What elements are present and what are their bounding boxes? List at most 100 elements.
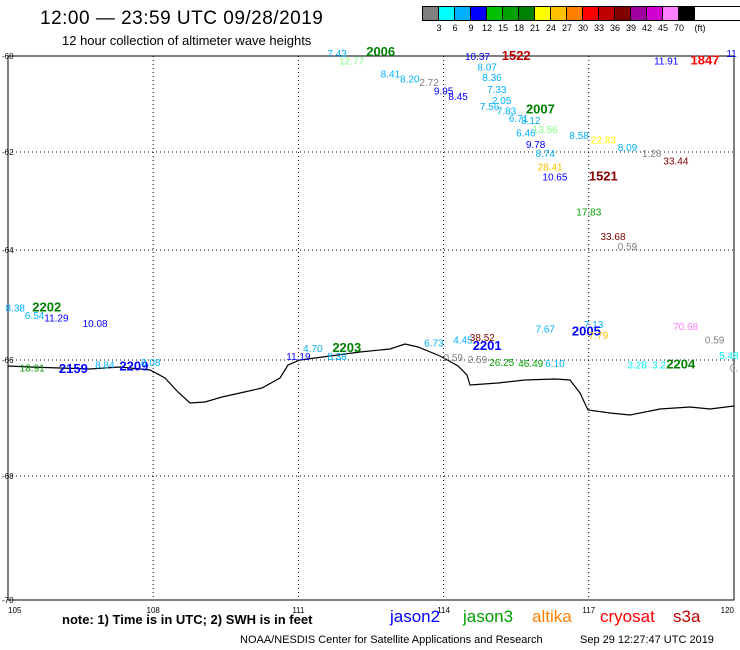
swh-value: 0. <box>730 364 738 375</box>
swh-value: 8.07 <box>477 62 497 73</box>
swh-value: 7.56 <box>480 102 500 113</box>
swh-value: 8.74 <box>536 149 556 160</box>
swh-value: 7.33 <box>487 85 507 96</box>
lon-tick-label: 105 <box>8 606 22 615</box>
swh-value: 8.20 <box>400 74 420 85</box>
legend-tick-label: 3 <box>436 23 442 33</box>
swh-value: 33.44 <box>663 156 688 167</box>
swh-value: 33.68 <box>600 232 625 243</box>
swh-value: 6.73 <box>424 338 444 349</box>
lon-tick-label: 108 <box>147 606 161 615</box>
swh-value: 6.54 <box>25 311 45 322</box>
swh-value: 4.70 <box>303 344 323 355</box>
legend-tick-label: 36 <box>609 23 621 33</box>
pass-time-label: 1521 <box>589 168 618 183</box>
grid-lines <box>8 56 734 600</box>
lat-tick-label: -66 <box>2 356 14 365</box>
swh-value: 9.78 <box>526 140 546 151</box>
lat-tick-label: -62 <box>2 148 14 157</box>
chart-title: 12:00 — 23:59 UTC 09/28/2019 <box>40 8 324 29</box>
swh-value: 12.77 <box>339 57 364 68</box>
legend-swatch <box>487 7 503 20</box>
legend-tick-label: 45 <box>657 23 669 33</box>
swh-value: 38.52 <box>470 333 495 344</box>
pass-time-label: 2203 <box>332 340 361 355</box>
legend-tick-label: 18 <box>513 23 525 33</box>
swh-value: 8.84 <box>95 361 115 372</box>
swh-value: 1.28 <box>642 149 662 160</box>
pass-time-label: 2201 <box>473 338 502 353</box>
swh-value: 0.59 <box>618 242 638 253</box>
swh-value: 9.95 <box>434 86 454 97</box>
legend-tick-label: 6 <box>452 23 458 33</box>
legend-swatch <box>599 7 615 20</box>
legend-tick-label: 33 <box>593 23 605 33</box>
swh-value: 0.59 <box>444 353 464 364</box>
chart-subtitle: 12 hour collection of altimeter wave hei… <box>62 33 312 48</box>
lat-tick-label: -60 <box>2 52 14 61</box>
swh-value: 4.45 <box>453 336 473 347</box>
mission-label: cryosat <box>600 607 655 626</box>
swh-value: 6.71 <box>509 114 529 125</box>
legend-swatch <box>471 7 487 20</box>
swh-value: 8.58 <box>569 131 589 142</box>
pass-time-label: 2159 <box>59 361 88 376</box>
legend-swatch <box>423 7 439 20</box>
legend-tick-label: 27 <box>561 23 573 33</box>
lat-tick-label: -70 <box>2 596 14 605</box>
swh-value: 2.05 <box>492 96 512 107</box>
antarctic-coastline <box>7 343 735 416</box>
swh-value: 3.28 <box>627 361 647 372</box>
legend-swatch <box>455 7 471 20</box>
lon-tick-label: 114 <box>437 606 450 615</box>
swh-value: 8.38 <box>6 304 26 315</box>
pass-time-label: 2209 <box>119 358 148 373</box>
legend-tick-label: 12 <box>481 23 493 33</box>
legend-swatch <box>567 7 583 20</box>
swh-value: 6.10 <box>545 359 565 370</box>
pass-time-label: 2007 <box>526 102 555 117</box>
legend-swatch <box>503 7 519 20</box>
legend-tick-label: 24 <box>545 23 557 33</box>
swh-value: 8.36 <box>482 73 502 84</box>
legend-swatch <box>583 7 599 20</box>
swh-value: 8.38 <box>327 352 347 363</box>
legend-swatch <box>647 7 663 20</box>
swh-value: 7.79 <box>589 331 609 342</box>
swh-value: 7.83 <box>497 107 517 118</box>
swh-value: 7.43 <box>327 49 347 60</box>
legend-tick-label: 15 <box>497 23 509 33</box>
legend-tick-label: 70 <box>673 23 685 33</box>
swh-value: 7.13 <box>584 320 604 331</box>
pass-time-label: 2204 <box>666 357 696 372</box>
pass-time-label: 2006 <box>366 44 395 59</box>
swh-value: 11.19 <box>286 352 311 363</box>
lon-tick-label: 120 <box>721 606 735 615</box>
legend-ticks: 3 6 9 12 15 18 21 24 27 30 33 36 39 42 45 70 (ft) <box>422 21 740 35</box>
swh-value: 18.91 <box>20 364 45 375</box>
swh-value: 8.12 <box>521 116 541 127</box>
swh-value: 8.45 <box>448 92 468 103</box>
timestamp: Sep 29 12:27:47 UTC 2019 <box>580 634 714 646</box>
pass-time-label: 1522 <box>502 48 531 63</box>
swh-value: 17.83 <box>576 208 601 219</box>
pass-time-label: 2005 <box>572 323 601 338</box>
swh-value: 13.56 <box>533 125 558 136</box>
mission-label: jason2 <box>390 607 441 626</box>
swh-value: 70.68 <box>673 322 698 333</box>
swh-value: 8.41 <box>381 70 401 81</box>
swh-value: 11 <box>726 49 737 60</box>
legend-swatch <box>439 7 455 20</box>
mission-label: altika <box>532 607 572 626</box>
pass-time-label: 2202 <box>32 300 61 315</box>
legend-swatch <box>679 7 695 20</box>
swh-value: 6.46 <box>516 129 536 140</box>
swh-value: 46.49 <box>518 359 543 370</box>
swh-value: 7.67 <box>536 325 556 336</box>
footer-note: note: 1) Time is in UTC; 2) SWH is in fe… <box>62 612 313 627</box>
legend-swatch <box>535 7 551 20</box>
swh-value: 10.08 <box>83 319 108 330</box>
swh-value: 11.91 <box>654 57 679 68</box>
legend-tick-label: 30 <box>577 23 589 33</box>
